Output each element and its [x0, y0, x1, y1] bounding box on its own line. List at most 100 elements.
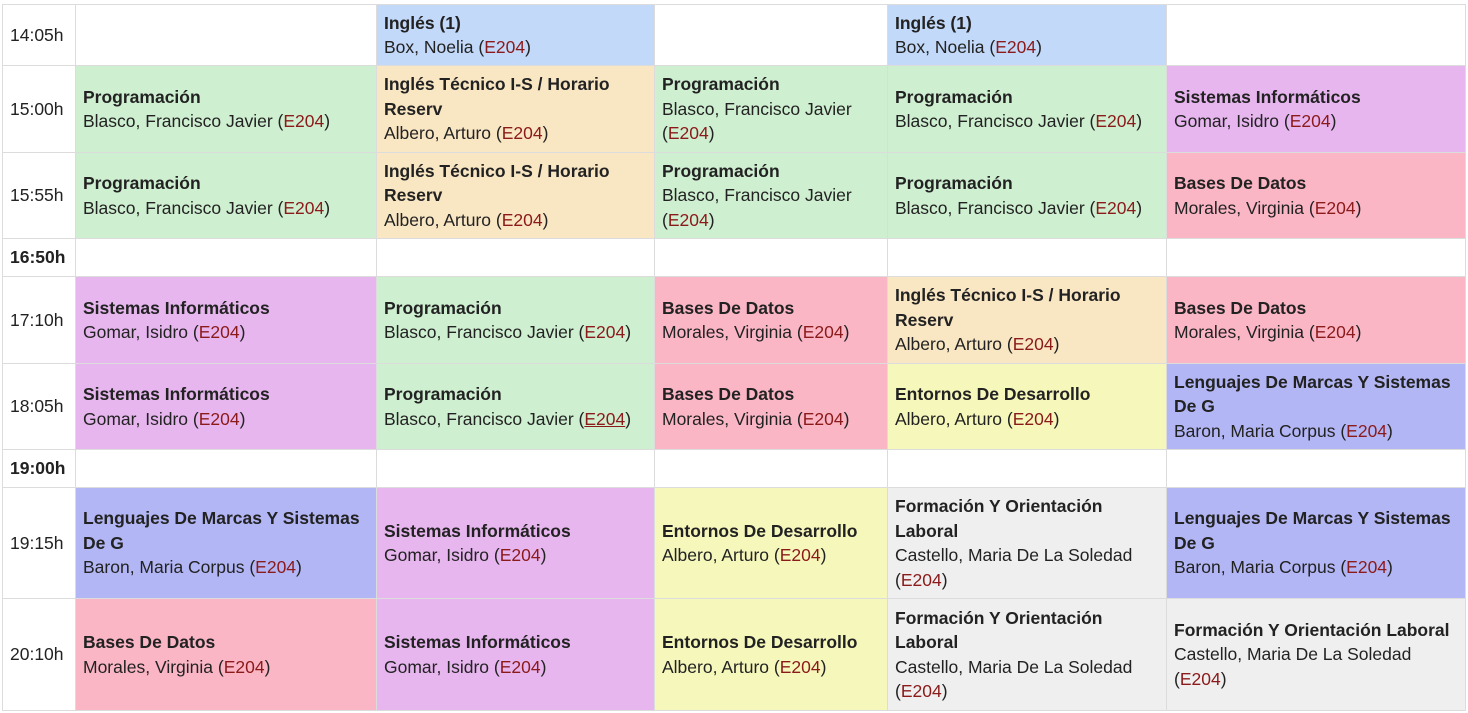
room-link[interactable]: E204 [501, 209, 543, 230]
class-cell[interactable]: Inglés (1) Box, Noelia (E204) [887, 4, 1167, 66]
class-cell[interactable]: Formación Y Orientación Laboral Castello,… [1166, 598, 1466, 711]
class-cell[interactable]: Programación Blasco, Francisco Javier (E2… [887, 152, 1167, 239]
class-cell[interactable]: Entornos De Desarrollo Albero, Arturo (E2… [654, 487, 888, 599]
class-cell[interactable]: Lenguajes De Marcas Y Sistemas De G Baron… [1166, 363, 1466, 450]
class-cell[interactable]: Sistemas Informáticos Gomar, Isidro (E204… [1166, 65, 1466, 153]
room-link[interactable]: E204 [198, 408, 240, 429]
room-link[interactable]: E204 [1095, 197, 1137, 218]
room-link[interactable]: E204 [484, 37, 526, 57]
room-link[interactable]: E204 [1314, 322, 1356, 342]
class-cell[interactable]: Inglés Técnico I-S / Horario Reserv Alber… [887, 276, 1167, 364]
teacher-name: Gomar, Isidro [83, 322, 189, 342]
room-link[interactable]: E204 [667, 209, 709, 230]
room-link[interactable]: E204 [779, 545, 821, 565]
room-link[interactable]: E204 [1314, 197, 1356, 218]
class-cell[interactable]: Entornos De Desarrollo Albero, Arturo (E2… [654, 598, 888, 711]
break-cell [1166, 449, 1466, 488]
subject-name: Sistemas Informáticos [83, 297, 270, 318]
class-cell[interactable]: Entornos De Desarrollo Albero, Arturo (E2… [887, 363, 1167, 450]
time-label: 18:05h [2, 363, 76, 450]
class-cell[interactable]: Bases De Datos Morales, Virginia (E204) [1166, 152, 1466, 239]
room-link[interactable]: E204 [584, 322, 626, 342]
class-cell[interactable]: Inglés (1) Box, Noelia (E204) [376, 4, 655, 66]
room-link[interactable]: E204 [1346, 420, 1388, 441]
class-cell[interactable]: Bases De Datos Morales, Virginia (E204) [654, 363, 888, 450]
class-cell[interactable]: Sistemas Informáticos Gomar, Isidro (E204… [376, 487, 655, 599]
room-link[interactable]: E204 [1012, 334, 1054, 355]
room-link[interactable]: E204 [900, 569, 942, 590]
room-link[interactable]: E204 [802, 408, 844, 429]
teacher-name: Albero, Arturo [384, 123, 491, 144]
class-cell[interactable]: Inglés Técnico I-S / Horario Reserv Alber… [376, 65, 655, 153]
empty-cell [1166, 4, 1466, 66]
time-slot-row: 18:05h Sistemas Informáticos Gomar, Isidro… [2, 363, 1466, 450]
teacher-name: Morales, Virginia [83, 656, 214, 677]
room-link[interactable]: E204 [900, 681, 942, 701]
teacher-name: Blasco, Francisco Javier [895, 111, 1085, 131]
time-label: 16:50h [2, 238, 76, 277]
room-link[interactable]: E204 [501, 123, 543, 144]
room-link[interactable]: E204 [995, 37, 1037, 57]
time-slot-row: 20:10h Bases De Datos Morales, Virginia (E… [2, 598, 1466, 711]
subject-name: Programación [662, 74, 780, 95]
time-label: 17:10h [2, 276, 76, 364]
break-cell [376, 449, 655, 488]
room-link[interactable]: E204 [499, 656, 541, 677]
room-link[interactable]: E204 [198, 322, 240, 342]
class-cell[interactable]: Formación Y Orientación Laboral Castello,… [887, 487, 1167, 599]
teacher-name: Blasco, Francisco Javier [384, 322, 574, 342]
class-cell[interactable]: Bases De Datos Morales, Virginia (E204) [1166, 276, 1466, 364]
room-link[interactable]: E204 [255, 557, 297, 578]
room-link[interactable]: E204 [1346, 557, 1388, 578]
room-link[interactable]: E204 [802, 322, 844, 342]
teacher-name: Albero, Arturo [895, 408, 1002, 429]
break-cell [887, 238, 1167, 277]
class-cell[interactable]: Programación Blasco, Francisco Javier (E2… [654, 152, 888, 239]
class-cell[interactable]: Inglés Técnico I-S / Horario Reserv Alber… [376, 152, 655, 239]
class-cell[interactable]: Programación Blasco, Francisco Javier (E2… [376, 276, 655, 364]
break-row: 19:00h [2, 449, 1466, 488]
class-cell[interactable]: Programación Blasco, Francisco Javier (E2… [75, 152, 377, 239]
class-cell[interactable]: Programación Blasco, Francisco Javier (E2… [376, 363, 655, 450]
room-link[interactable]: E204 [779, 656, 821, 677]
room-link[interactable]: E204 [1095, 111, 1137, 131]
teacher-name: Morales, Virginia [662, 408, 793, 429]
class-cell[interactable]: Bases De Datos Morales, Virginia (E204) [654, 276, 888, 364]
subject-name: Sistemas Informáticos [384, 520, 571, 541]
class-cell[interactable]: Formación Y Orientación Laboral Castello,… [887, 598, 1167, 711]
empty-cell [75, 4, 377, 66]
class-cell[interactable]: Sistemas Informáticos Gomar, Isidro (E204… [376, 598, 655, 711]
class-cell[interactable]: Sistemas Informáticos Gomar, Isidro (E204… [75, 276, 377, 364]
room-link[interactable]: E204 [584, 408, 626, 429]
teacher-name: Albero, Arturo [384, 209, 491, 230]
time-label: 15:00h [2, 65, 76, 153]
class-cell[interactable]: Programación Blasco, Francisco Javier (E2… [887, 65, 1167, 153]
class-cell[interactable]: Lenguajes De Marcas Y Sistemas De G Baron… [1166, 487, 1466, 599]
subject-name: Programación [895, 173, 1013, 193]
teacher-name: Gomar, Isidro [384, 545, 490, 565]
room-link[interactable]: E204 [667, 123, 709, 144]
class-cell[interactable]: Sistemas Informáticos Gomar, Isidro (E204… [75, 363, 377, 450]
time-label: 19:15h [2, 487, 76, 599]
teacher-name: Albero, Arturo [895, 334, 1002, 355]
room-link[interactable]: E204 [1289, 111, 1331, 131]
time-label: 20:10h [2, 598, 76, 711]
class-cell[interactable]: Programación Blasco, Francisco Javier (E2… [75, 65, 377, 153]
time-label: 19:00h [2, 449, 76, 488]
subject-name: Formación Y Orientación Laboral [895, 607, 1103, 653]
class-cell[interactable]: Lenguajes De Marcas Y Sistemas De G Baron… [75, 487, 377, 599]
class-cell[interactable]: Programación Blasco, Francisco Javier (E2… [654, 65, 888, 153]
room-link[interactable]: E204 [499, 545, 541, 565]
room-link[interactable]: E204 [1179, 668, 1221, 689]
teacher-name: Castello, Maria De La Soledad [895, 656, 1133, 677]
room-link[interactable]: E204 [283, 111, 325, 131]
room-link[interactable]: E204 [1012, 408, 1054, 429]
class-cell[interactable]: Bases De Datos Morales, Virginia (E204) [75, 598, 377, 711]
time-label: 15:55h [2, 152, 76, 239]
time-slot-row: 15:00h Programación Blasco, Francisco Javi… [2, 65, 1466, 153]
teacher-name: Blasco, Francisco Javier [895, 197, 1085, 218]
break-cell [654, 238, 888, 277]
room-link[interactable]: E204 [283, 197, 325, 218]
time-slot-row: 14:05h Inglés (1) Box, Noelia (E204) Inglés… [2, 4, 1466, 66]
room-link[interactable]: E204 [223, 656, 265, 677]
